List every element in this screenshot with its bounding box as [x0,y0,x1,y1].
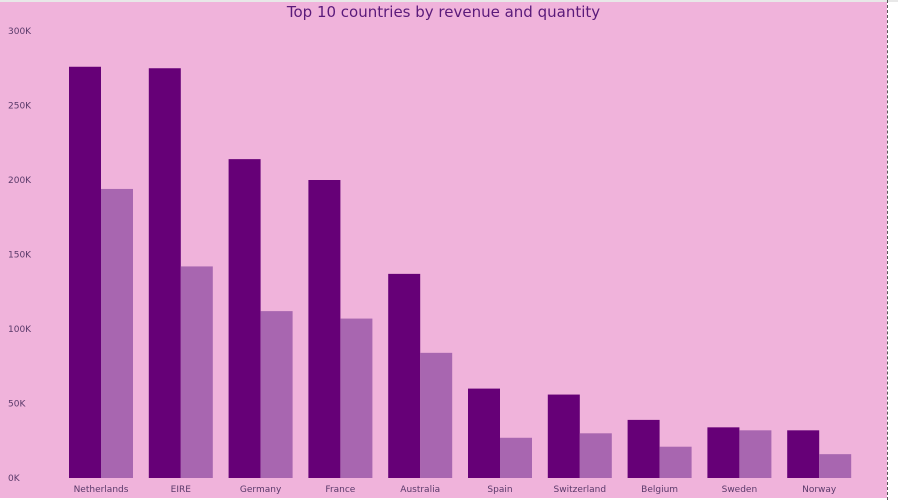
y-tick-label: 200K [8,176,32,186]
bar-series-1[interactable] [787,430,820,478]
x-tick-label: Germany [240,485,282,495]
x-tick-label: Australia [400,485,440,495]
bar-series-1[interactable] [308,180,341,478]
y-axis: 0K 50K 100K 150K 200K 250K 300K [8,27,32,484]
bar-series-2[interactable] [340,318,373,478]
frame-edge [887,0,888,500]
x-axis: Netherlands EIRE Germany France Australia Spa… [74,485,837,495]
chart-title: Top 10 countries by revenue and quantity [286,3,601,21]
y-tick-label: 300K [8,27,32,37]
bar-series-2[interactable] [180,266,213,478]
bar-series-2[interactable] [659,446,692,478]
x-tick-label: Spain [487,485,512,495]
x-tick-label: EIRE [171,485,192,495]
bar-series-2[interactable] [819,454,852,478]
bar-series-1[interactable] [228,159,261,478]
x-tick-label: Belgium [641,485,678,495]
y-tick-label: 100K [8,325,32,335]
bar-series-1[interactable] [148,68,181,478]
bar-series-1[interactable] [707,427,740,478]
y-tick-label: 50K [8,400,26,410]
x-tick-label: Switzerland [554,485,607,495]
top-strip [0,0,898,2]
bar-series-2[interactable] [260,311,293,478]
bar-series-1[interactable] [69,66,101,478]
x-tick-label: Netherlands [74,485,129,495]
y-tick-label: 0K [8,474,21,484]
bar-series-1[interactable] [627,419,660,478]
y-tick-label: 150K [8,251,32,261]
bar-series-1[interactable] [388,273,421,478]
bars [69,66,852,478]
bar-series-2[interactable] [500,437,532,478]
x-tick-label: Sweden [722,485,758,495]
bar-series-2[interactable] [579,433,612,478]
bar-series-1[interactable] [468,388,500,478]
bar-series-2[interactable] [420,352,453,478]
x-tick-label: Norway [802,485,837,495]
bar-series-2[interactable] [101,188,133,478]
x-tick-label: France [325,485,355,495]
bar-series-1[interactable] [547,394,580,478]
y-tick-label: 250K [8,102,32,112]
bar-series-2[interactable] [739,430,772,478]
